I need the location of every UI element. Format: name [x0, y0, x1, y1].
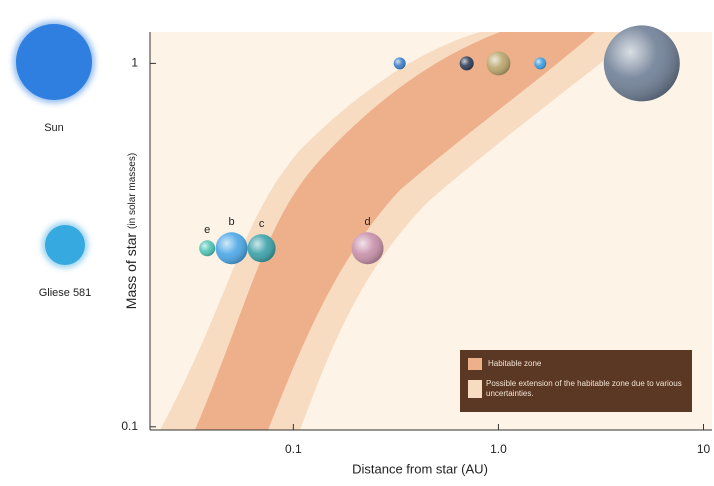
- legend-swatch: [468, 380, 482, 398]
- planet-shine: [534, 57, 546, 69]
- x-axis-label: Distance from star (AU): [352, 461, 488, 476]
- y-tick-label: 1: [131, 56, 138, 70]
- star-icon: [16, 24, 92, 100]
- planet-shine: [352, 232, 384, 264]
- chart: Distance from star (AU) Mass of star (in …: [0, 0, 714, 486]
- planet-shine: [486, 51, 510, 75]
- x-tick-label: 10: [697, 442, 711, 456]
- y-axis-note: (in solar masses): [127, 153, 138, 229]
- legend-label: Possible extension of the habitable zone…: [486, 379, 684, 399]
- y-axis-label: Mass of star (in solar masses): [123, 153, 139, 309]
- legend-label: Habitable zone: [488, 359, 542, 368]
- planet-label: b: [229, 216, 235, 228]
- y-tick-label: 0.1: [121, 419, 138, 433]
- legend-swatch: [468, 358, 482, 370]
- planet-shine: [604, 25, 680, 101]
- star-icon: [45, 225, 85, 265]
- star-label: Sun: [44, 122, 64, 134]
- planet-label: c: [259, 218, 265, 230]
- planet-shine: [460, 56, 474, 70]
- legend-label-wrap: Possible extension of the habitable zone…: [486, 379, 684, 403]
- x-tick-label: 0.1: [285, 442, 302, 456]
- planet-shine: [394, 57, 406, 69]
- planet-shine: [216, 232, 248, 264]
- planet-label: d: [364, 216, 370, 228]
- planet-shine: [248, 234, 276, 262]
- x-tick-label: 1.0: [490, 442, 507, 456]
- planet-shine: [199, 240, 215, 256]
- y-axis-title: Mass of star: [123, 233, 139, 310]
- planet-label: e: [204, 224, 210, 236]
- star-label: Gliese 581: [39, 287, 92, 299]
